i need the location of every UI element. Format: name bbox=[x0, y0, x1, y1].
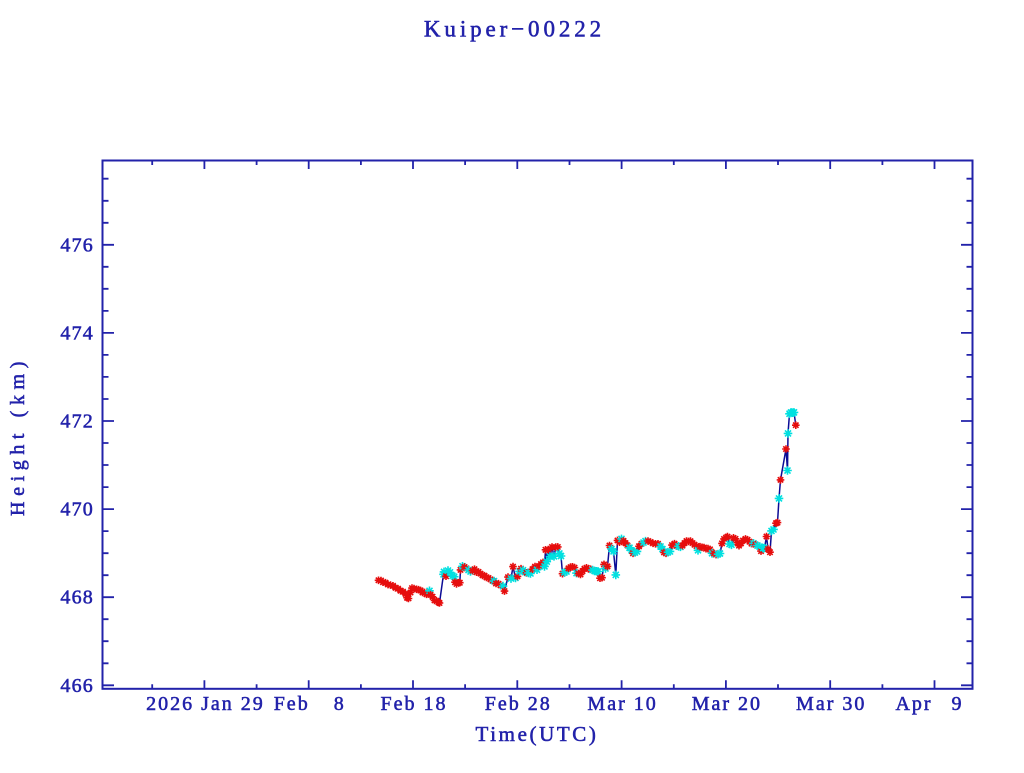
svg-text:Kuiper−00222: Kuiper−00222 bbox=[424, 17, 605, 42]
svg-text:472: 472 bbox=[60, 411, 94, 433]
svg-text:Feb 18: Feb 18 bbox=[381, 693, 448, 715]
svg-text:Feb 8: Feb 8 bbox=[274, 693, 346, 715]
svg-text:Apr 9: Apr 9 bbox=[895, 693, 963, 715]
svg-text:Time(UTC): Time(UTC) bbox=[476, 722, 599, 746]
svg-text:Feb 28: Feb 28 bbox=[485, 693, 552, 715]
svg-text:468: 468 bbox=[60, 587, 94, 609]
svg-text:Mar 30: Mar 30 bbox=[796, 693, 866, 715]
svg-text:466: 466 bbox=[60, 675, 94, 697]
svg-text:2026 Jan 29: 2026 Jan 29 bbox=[146, 693, 265, 715]
svg-text:474: 474 bbox=[60, 322, 94, 344]
svg-text:470: 470 bbox=[60, 499, 94, 521]
svg-text:Mar 20: Mar 20 bbox=[692, 693, 762, 715]
svg-text:476: 476 bbox=[60, 234, 94, 256]
svg-text:Height (km): Height (km) bbox=[7, 356, 29, 516]
svg-text:Mar 10: Mar 10 bbox=[587, 693, 657, 715]
